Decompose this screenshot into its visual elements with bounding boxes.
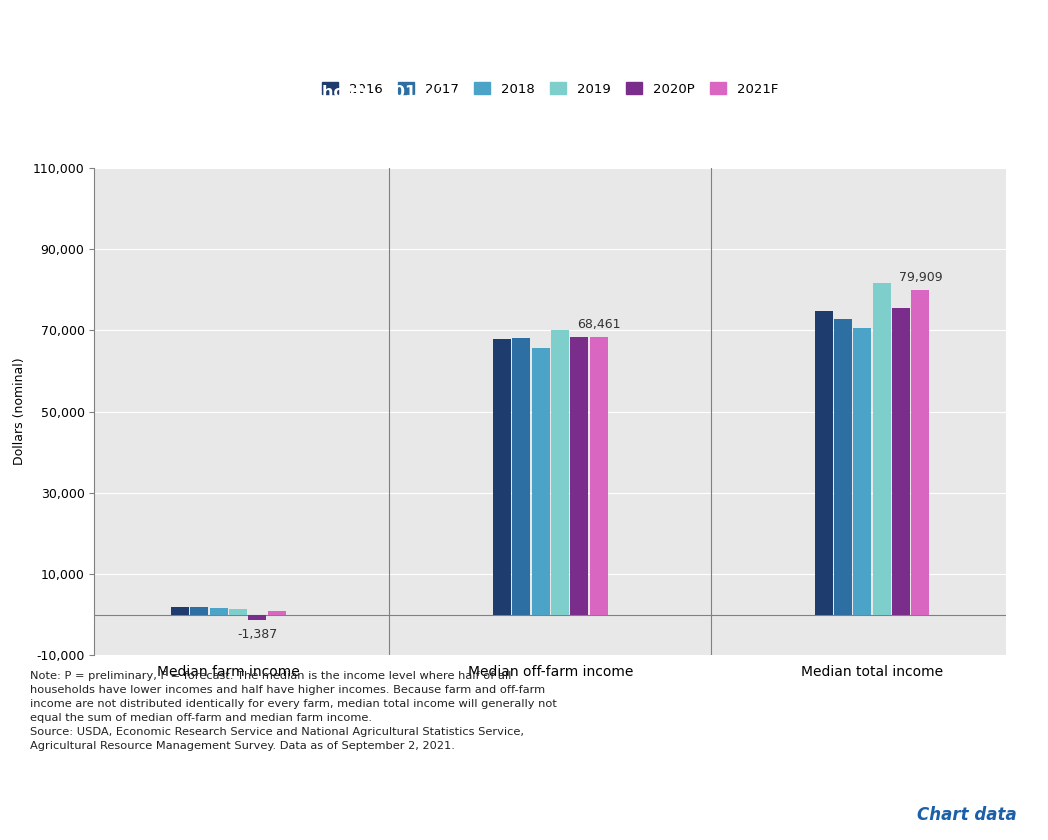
Bar bbox=[248, 615, 266, 620]
Bar bbox=[210, 608, 227, 615]
Bar bbox=[570, 337, 588, 615]
Bar bbox=[512, 339, 530, 615]
Text: Chart data: Chart data bbox=[917, 806, 1017, 824]
Bar bbox=[493, 339, 510, 615]
Bar bbox=[853, 328, 871, 615]
Text: 68,461: 68,461 bbox=[576, 318, 620, 331]
Bar bbox=[892, 308, 910, 615]
Bar bbox=[834, 319, 852, 615]
Y-axis label: Dollars (nominal): Dollars (nominal) bbox=[13, 358, 26, 465]
Bar bbox=[191, 607, 209, 615]
Text: Median farm income, median off-farm income, and median total
income of farm oper: Median farm income, median off-farm inco… bbox=[41, 64, 620, 100]
Bar bbox=[171, 607, 189, 615]
Text: -1,387: -1,387 bbox=[237, 627, 278, 641]
Bar bbox=[230, 608, 247, 615]
Bar bbox=[590, 337, 608, 615]
Legend: 2016, 2017, 2018, 2019, 2020P, 2021F: 2016, 2017, 2018, 2019, 2020P, 2021F bbox=[318, 77, 783, 101]
Text: 79,909: 79,909 bbox=[898, 271, 942, 284]
Bar bbox=[268, 611, 286, 615]
Bar bbox=[912, 290, 930, 615]
Bar bbox=[873, 283, 891, 615]
Bar bbox=[551, 330, 569, 615]
Bar bbox=[814, 311, 832, 615]
Text: Note: P = preliminary, F = forecast. The median is the income level where half o: Note: P = preliminary, F = forecast. The… bbox=[29, 671, 556, 751]
Bar bbox=[531, 348, 549, 615]
